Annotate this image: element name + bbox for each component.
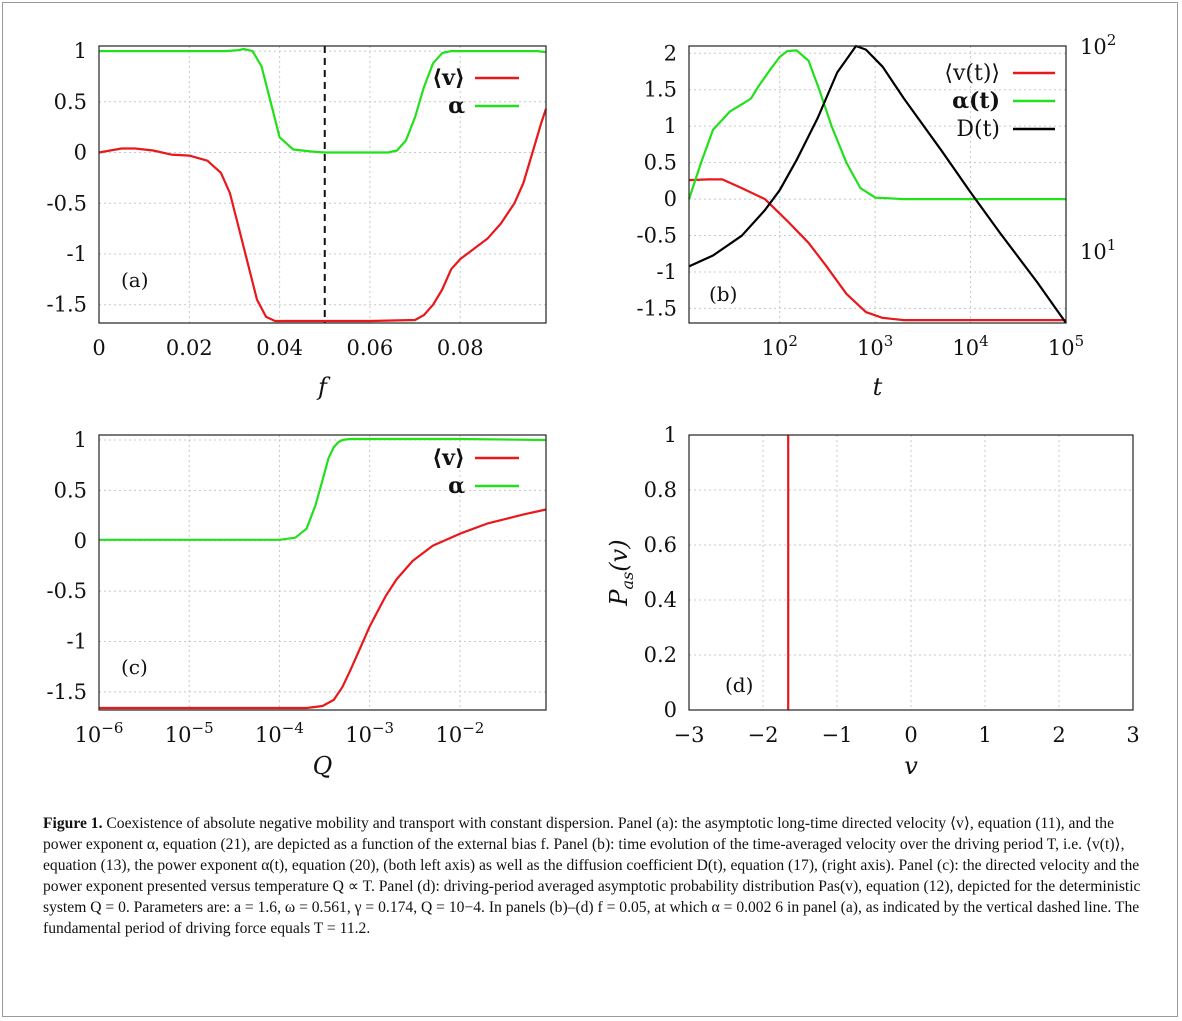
y-tick-label: 0.4 <box>644 588 677 612</box>
y-tick-label: 0.2 <box>644 643 677 667</box>
x-tick-label: 0.08 <box>437 336 484 360</box>
y-tick-label: -1 <box>67 630 87 654</box>
y2-tick-label: 101 <box>1080 236 1116 264</box>
x-axis-label-d: v <box>904 752 918 780</box>
series-line-b-2 <box>688 44 1067 324</box>
panel-label-c: (c) <box>121 655 148 679</box>
series-line-a-1 <box>99 47 547 154</box>
x-tick-label: 10−5 <box>165 719 214 747</box>
y-tick-label: 0 <box>664 698 677 722</box>
x-tick-label: 2 <box>1052 723 1065 747</box>
figure-canvas: 0 0.02 0.04 0.06 0.0810.50-0.5-1-1.5(a)f⟨v⟩α… <box>47 31 1140 780</box>
x-tick-label: 0.04 <box>256 336 303 360</box>
legend-entry-b-1: α(t) <box>952 88 1000 114</box>
legend-entry-b-2: D(t) <box>956 117 1000 142</box>
y-tick-label: -1.5 <box>637 296 678 320</box>
y-tick-label: -1 <box>67 242 87 266</box>
series-line-c-1 <box>99 437 547 541</box>
figure-caption: Figure 1. Coexistence of absolute negati… <box>43 813 1153 939</box>
x-tick-label: 3 <box>1126 723 1139 747</box>
y-tick-label: 1 <box>664 114 677 138</box>
panel-a: 0 0.02 0.04 0.06 0.08 1 0.5 0 -0.5 -1 -1.5 (a) f ⟨v⟩α <box>47 39 548 401</box>
y-tick-label: 1 <box>74 39 87 63</box>
series-line-b-1 <box>687 49 1066 201</box>
plot-frame-b <box>688 45 1067 324</box>
y-tick-label: 1.5 <box>644 78 677 102</box>
y-tick-label: 0.8 <box>644 478 677 502</box>
legend-entry-a-1: α <box>448 93 465 119</box>
y-axis-label-d: Pas(v) <box>605 539 637 606</box>
x-tick-label: 10−3 <box>345 719 394 747</box>
series-line-b-0 <box>688 178 1066 322</box>
x-tick-label: 0 <box>92 336 105 360</box>
x-axis-label-b: t <box>873 373 883 401</box>
panel-label-d: (d) <box>725 673 753 697</box>
caption-text: Coexistence of absolute negative mobilit… <box>43 815 1141 937</box>
y-tick-label: 0.5 <box>54 90 87 114</box>
x-axis-label-c: Q <box>313 752 333 780</box>
x-tick-label: 10−2 <box>435 719 484 747</box>
x-tick-label: −1 <box>822 723 853 747</box>
x-tick-label: 0 <box>904 723 917 747</box>
y-tick-label: -1.5 <box>47 680 88 704</box>
y-tick-label: 1 <box>74 428 87 452</box>
y-tick-label: -0.5 <box>637 224 678 248</box>
y-tick-label: 0.5 <box>644 151 677 175</box>
y-tick-label: 0.6 <box>644 533 677 557</box>
series-line-c-0 <box>99 508 547 710</box>
plot-frame-c <box>98 434 547 711</box>
y2-tick-label: 102 <box>1080 31 1116 59</box>
panel-b: 102 103 104 105 2 1.5 1 0.5 0 -0.5 -1 -1.5 102 101 (b)… <box>637 31 1117 401</box>
y-tick-label: 0 <box>74 529 87 553</box>
x-tick-label: 104 <box>952 332 988 360</box>
series-line-a-0 <box>98 108 548 323</box>
y-tick-label: 1 <box>664 423 677 447</box>
x-tick-label: 10−6 <box>75 719 124 747</box>
y-tick-label: -1 <box>657 260 677 284</box>
y-tick-label: 0 <box>74 141 87 165</box>
x-tick-label: −3 <box>674 723 705 747</box>
x-axis-label-a: f <box>316 373 331 401</box>
y-tick-label: 0 <box>664 187 677 211</box>
caption-label: Figure 1. <box>43 815 103 832</box>
x-tick-label: −2 <box>748 723 779 747</box>
plot-frame-d <box>688 434 1134 711</box>
y-tick-label: -1.5 <box>47 293 88 317</box>
y-tick-label: 2 <box>664 41 677 65</box>
x-tick-label: 102 <box>762 332 798 360</box>
panel-d: −3 −2 −1 0 1 2 3 1 0.8 0.6 0.4 0.2 0 (d) v Pas(v) <box>605 423 1140 780</box>
legend-entry-c-0: ⟨v⟩ <box>432 445 465 471</box>
x-tick-label: 0.02 <box>166 336 213 360</box>
plot-frame-a <box>98 45 547 324</box>
x-tick-label: 10−4 <box>255 719 304 747</box>
x-tick-label: 1 <box>978 723 991 747</box>
panel-label-a: (a) <box>121 268 149 292</box>
x-tick-label: 105 <box>1048 332 1084 360</box>
x-tick-label: 103 <box>857 332 893 360</box>
panel-c: 10−6 10−5 10−4 10−3 10−2 1 0.5 0 -0.5 -1 -1.5 (c) Q ⟨… <box>47 428 547 780</box>
legend-entry-b-0: ⟨v(t)⟩ <box>944 61 1000 86</box>
y-tick-label: -0.5 <box>47 579 88 603</box>
panel-label-b: (b) <box>709 282 737 306</box>
legend-entry-c-1: α <box>448 473 465 499</box>
y-tick-label: -0.5 <box>47 191 88 215</box>
y-tick-label: 0.5 <box>54 478 87 502</box>
legend-entry-a-0: ⟨v⟩ <box>432 65 465 91</box>
x-tick-label: 0.06 <box>347 336 394 360</box>
